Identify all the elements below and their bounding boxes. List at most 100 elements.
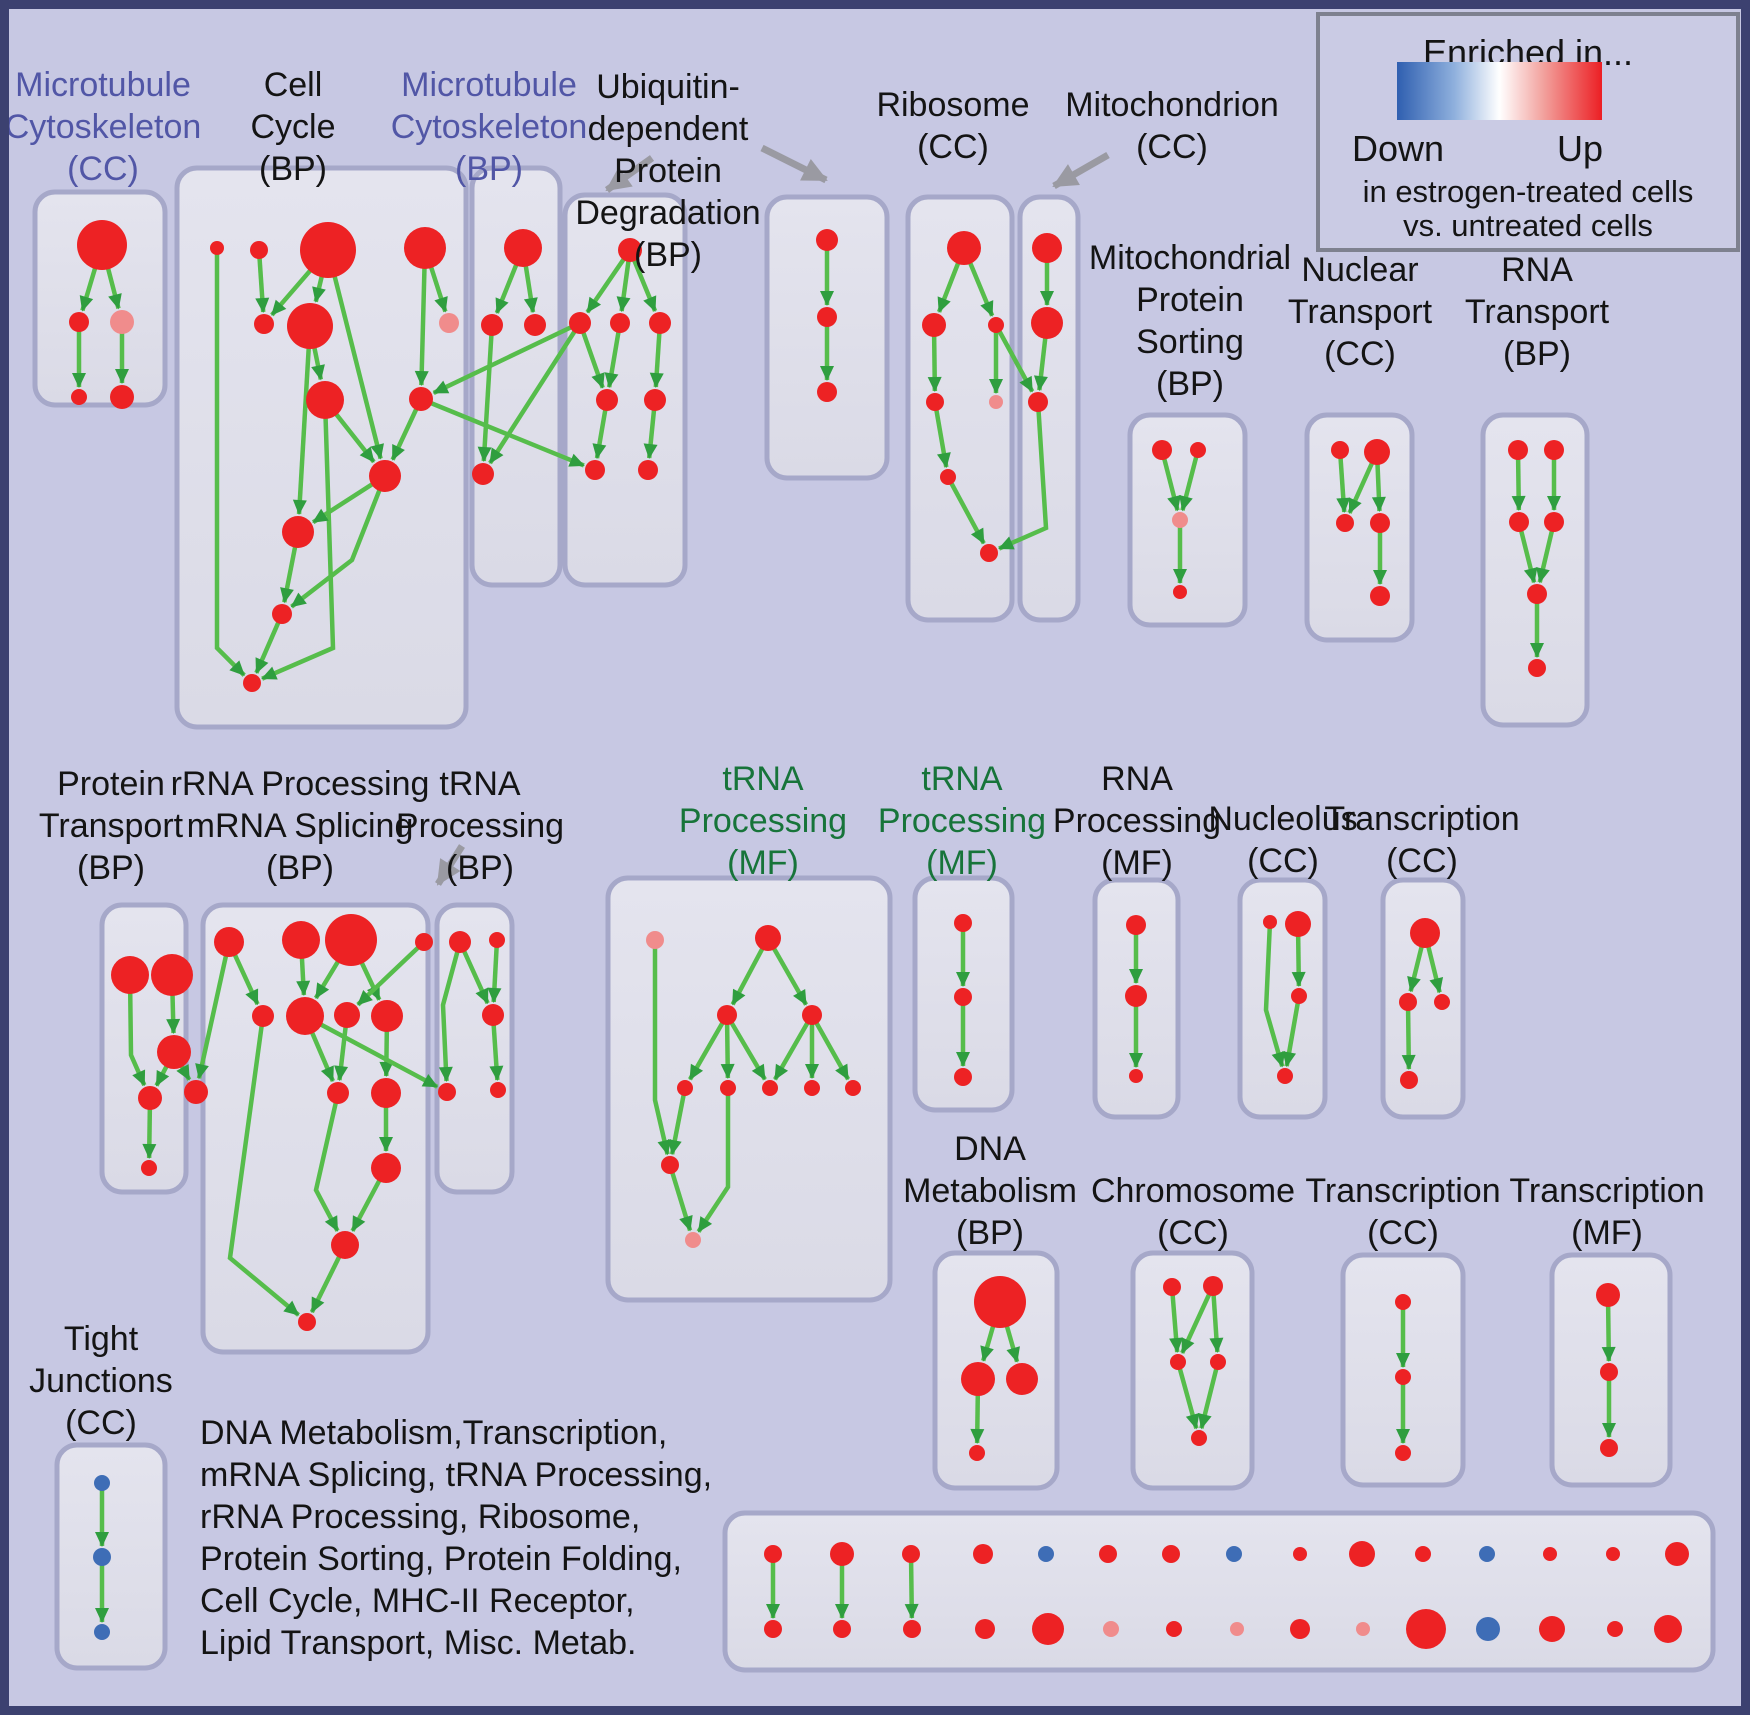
group-label-line: (BP) bbox=[1503, 335, 1571, 373]
edge-arrow bbox=[127, 974, 147, 1087]
go-term-node bbox=[1606, 1547, 1620, 1561]
group-label-microtubule-cytoskeleton-bp: Microtubule Cytoskeleton (BP) bbox=[229, 64, 749, 190]
group-label-line: Degradation bbox=[575, 194, 761, 232]
group-label-line: dependent bbox=[587, 110, 749, 148]
group-box-tight-junctions bbox=[54, 1442, 168, 1671]
go-term-node bbox=[252, 1005, 274, 1027]
go-term-node bbox=[1152, 440, 1172, 460]
group-box-dna-metabolism bbox=[932, 1250, 1060, 1491]
go-term-node bbox=[1038, 1546, 1054, 1562]
group-label-line: (CC) bbox=[1157, 1214, 1229, 1252]
go-term-node bbox=[327, 1082, 349, 1104]
go-term-node bbox=[764, 1620, 782, 1638]
go-term-node bbox=[1103, 1621, 1119, 1637]
go-term-node bbox=[481, 314, 503, 336]
group-label-line: (CC) bbox=[1367, 1214, 1439, 1252]
go-term-node bbox=[954, 914, 972, 932]
group-label-mitochondrial-protein-sorting: Mitochondrial Protein Sorting (BP) bbox=[930, 237, 1450, 405]
group-label-cell-cycle: Cell Cycle (BP) bbox=[33, 64, 553, 190]
edge-arrow bbox=[303, 1014, 439, 1089]
go-term-node bbox=[830, 1542, 854, 1566]
go-term-node bbox=[482, 1004, 504, 1026]
group-label-line: Sorting bbox=[1136, 323, 1244, 361]
edge-arrow bbox=[720, 1014, 735, 1080]
go-term-node bbox=[1290, 1619, 1310, 1639]
go-term-node bbox=[1600, 1363, 1618, 1381]
edge-arrow bbox=[688, 1013, 729, 1081]
edge-arrow bbox=[487, 939, 502, 1004]
edge-arrow bbox=[1209, 1285, 1224, 1354]
go-term-node bbox=[138, 1086, 162, 1110]
edge-arrow bbox=[604, 322, 623, 389]
group-label-line: Microtubule bbox=[401, 66, 577, 104]
group-label-line: Metabolism bbox=[903, 1172, 1077, 1210]
edge-arrow bbox=[325, 249, 384, 460]
go-term-node bbox=[1479, 1546, 1495, 1562]
edge-arrow bbox=[227, 1015, 300, 1317]
go-term-node bbox=[954, 1068, 972, 1086]
go-term-node bbox=[762, 1080, 778, 1096]
go-term-node bbox=[1170, 1354, 1186, 1370]
go-term-node bbox=[1528, 659, 1546, 677]
group-label-trna-processing-mf-2: tRNA Processing (MF) bbox=[702, 758, 1222, 884]
go-term-node bbox=[817, 307, 837, 327]
go-term-node bbox=[489, 932, 505, 948]
go-term-node bbox=[1291, 988, 1307, 1004]
go-term-node bbox=[833, 1620, 851, 1638]
group-label-line: Ribosome bbox=[876, 86, 1030, 124]
edge-arrow bbox=[585, 248, 632, 314]
edge-arrow bbox=[1516, 521, 1538, 584]
go-term-node bbox=[980, 544, 998, 562]
edge-arrow bbox=[1511, 449, 1526, 512]
group-label-line: Processing bbox=[678, 802, 848, 840]
edge-arrow bbox=[1169, 1286, 1184, 1354]
go-term-node bbox=[69, 312, 89, 332]
go-term-node bbox=[110, 310, 134, 334]
go-term-node bbox=[1544, 440, 1564, 460]
go-term-node bbox=[1172, 512, 1188, 528]
group-label-transcription-cc-2: Transcription (CC) bbox=[1143, 1170, 1663, 1254]
go-term-node bbox=[973, 1544, 993, 1564]
go-term-node bbox=[1173, 585, 1187, 599]
edge-arrow bbox=[1336, 449, 1351, 514]
group-label-line: (CC) bbox=[1136, 128, 1208, 166]
go-term-node bbox=[649, 312, 671, 334]
footnote-text: DNA Metabolism,Transcription, mRNA Splic… bbox=[200, 1412, 712, 1664]
edge-arrow bbox=[488, 321, 582, 465]
group-label-rna-processing-mf: RNA Processing (MF) bbox=[877, 758, 1397, 884]
group-label-tight-junctions: Tight Junctions (CC) bbox=[0, 1318, 361, 1444]
go-term-node bbox=[306, 381, 344, 419]
edge-arrow bbox=[214, 248, 246, 677]
go-term-node bbox=[1370, 586, 1390, 606]
group-label-line: RNA bbox=[1501, 251, 1573, 289]
group-label-transcription-mf: Transcription (MF) bbox=[1347, 1170, 1750, 1254]
go-term-node bbox=[596, 389, 618, 411]
group-label-line: (CC) bbox=[1386, 842, 1458, 880]
group-label-line: (BP) bbox=[634, 236, 702, 274]
go-term-node bbox=[764, 1545, 782, 1563]
group-label-line: mRNA Splicing bbox=[186, 807, 414, 845]
go-term-node bbox=[1415, 1546, 1431, 1562]
label-pointer-arrow bbox=[760, 144, 828, 184]
go-term-node bbox=[1129, 1069, 1143, 1083]
legend-up-label: Up bbox=[1557, 128, 1604, 169]
go-term-node bbox=[1356, 1622, 1370, 1636]
go-term-node bbox=[804, 1080, 820, 1096]
go-term-node bbox=[111, 956, 149, 994]
group-label-transcription-cc-1: Transcription (CC) bbox=[1162, 798, 1682, 882]
group-box-transcription-cc-1 bbox=[1380, 877, 1466, 1120]
group-label-ubiquitin-degradation: Ubiquitin-dependent Protein Degradation (BP… bbox=[408, 66, 928, 276]
go-term-node bbox=[1543, 1547, 1557, 1561]
group-label-line: (BP) bbox=[259, 150, 327, 188]
group-label-line: (BP) bbox=[266, 849, 334, 887]
group-label-line: Transport bbox=[38, 807, 184, 845]
edge-arrow bbox=[1198, 1361, 1221, 1430]
legend-subtitle-line2: vs. untreated cells bbox=[1403, 208, 1653, 243]
go-term-node bbox=[817, 382, 837, 402]
go-term-node bbox=[93, 1548, 111, 1566]
edge-arrow bbox=[696, 1088, 731, 1233]
go-term-node bbox=[1665, 1542, 1689, 1566]
go-term-node bbox=[947, 231, 981, 265]
group-label-nucleolus: Nucleolus (CC) bbox=[1023, 798, 1543, 882]
group-label-line: Transcription bbox=[1305, 1172, 1501, 1210]
